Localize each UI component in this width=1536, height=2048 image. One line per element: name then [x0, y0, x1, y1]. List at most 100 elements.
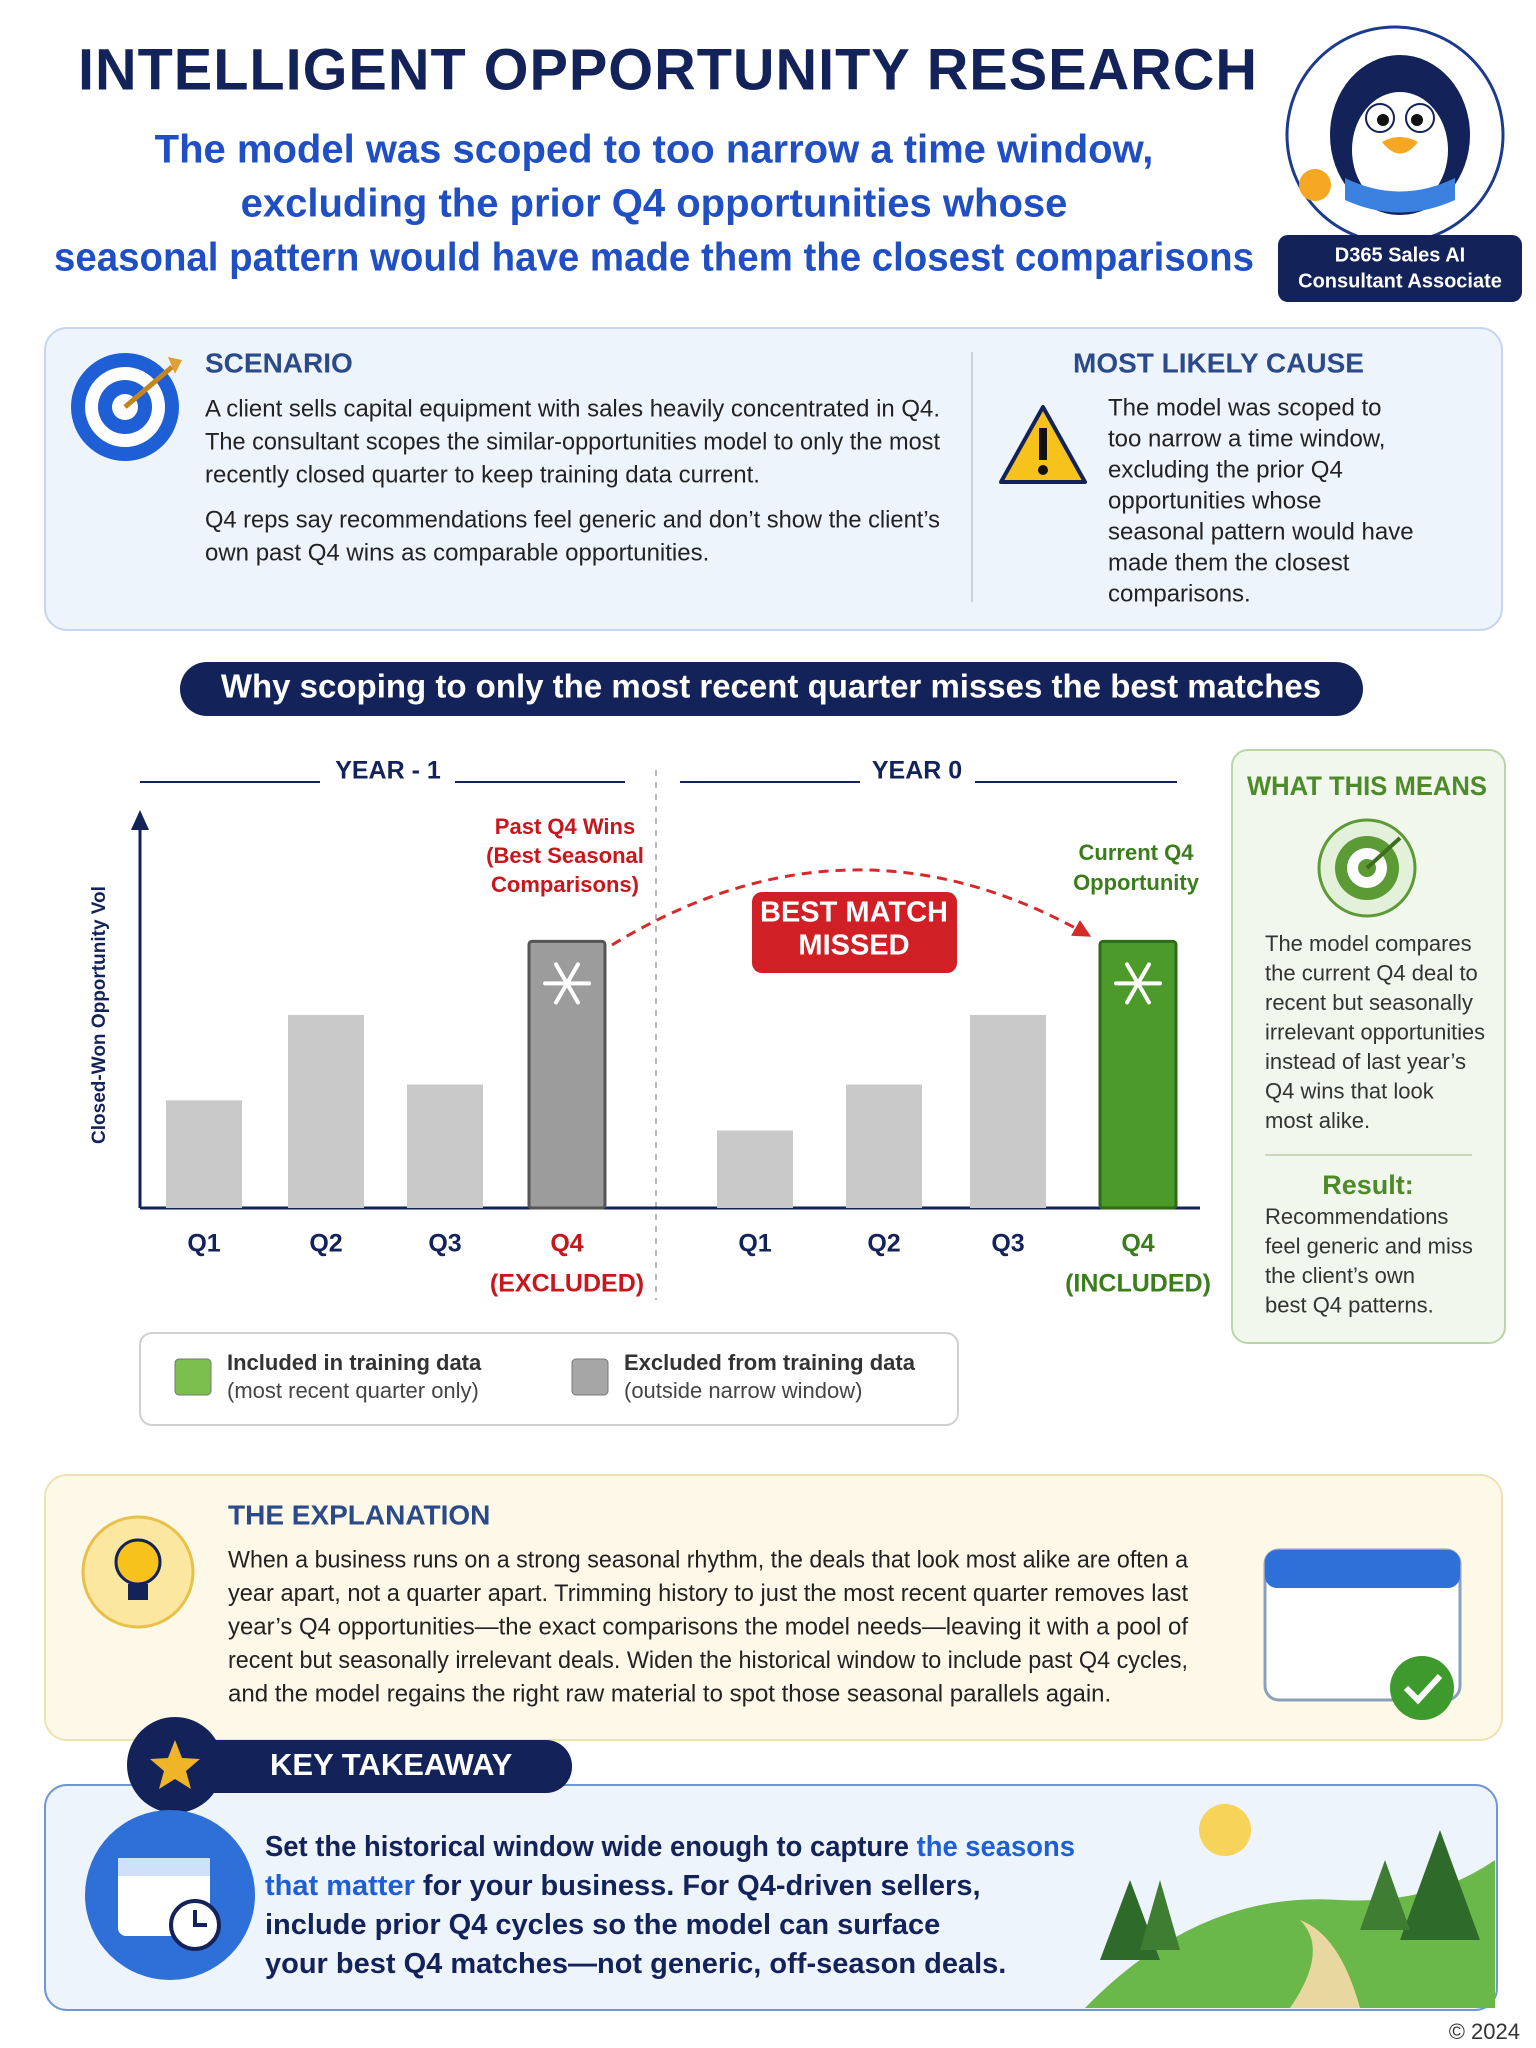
bar [288, 1014, 364, 1208]
bar [527, 939, 607, 1210]
body-text: year’s Q4 opportunities—the exact compar… [228, 1613, 1188, 1640]
subtitle: seasonal pattern would have made them th… [54, 236, 1254, 280]
group-label: YEAR 0 [872, 757, 962, 785]
calendar-icon-part [1390, 1656, 1454, 1720]
legend-detail: (most recent quarter only) [227, 1378, 479, 1403]
bulb-icon-part [128, 1584, 148, 1600]
body-text: year apart, not a quarter apart. Trimmin… [228, 1580, 1188, 1607]
bar [970, 1014, 1046, 1208]
annotation: Current Q4 [1079, 840, 1195, 865]
body-text: Q4 reps say recommendations feel generic… [205, 506, 940, 533]
bar [166, 1100, 242, 1208]
subtitle: excluding the prior Q4 opportunities who… [241, 182, 1068, 226]
meaning-panel [1231, 749, 1506, 1344]
body-text: recently closed quarter to keep training… [205, 461, 760, 488]
mascot [1285, 25, 1505, 245]
explanation-panel [44, 1474, 1503, 1741]
group-label: YEAR - 1 [335, 757, 441, 785]
body-text: best Q4 patterns. [1265, 1292, 1434, 1317]
takeaway-segment: your best Q4 matches—not generic, off-se… [265, 1948, 1006, 1980]
body-text: own past Q4 wins as comparable opportuni… [205, 539, 709, 566]
snowflake-arm [554, 962, 580, 1005]
calendar-icon-part [1403, 1673, 1443, 1705]
takeaway-segment: that matter [265, 1870, 415, 1902]
body-text: seasonal pattern would have [1108, 518, 1414, 545]
warning-icon [999, 405, 1087, 484]
x-tick-label: Q3 [428, 1230, 461, 1258]
body-text: The model was scoped to [1108, 394, 1381, 421]
x-tick-label: Q2 [309, 1230, 342, 1258]
landscape-part [1199, 1804, 1251, 1856]
body-text: Recommendations [1265, 1204, 1448, 1229]
subtitle: The model was scoped to too narrow a tim… [155, 128, 1154, 172]
legend-swatch [571, 1358, 609, 1396]
meaning-icon [1317, 818, 1417, 918]
body-text: When a business runs on a strong seasona… [228, 1546, 1189, 1573]
takeaway-line: include prior Q4 cycles so the model can… [265, 1909, 940, 1941]
scenario-panel [44, 327, 1503, 631]
snowflake [543, 962, 591, 1005]
calendar-icon-part [1265, 1550, 1460, 1588]
section-heading: SCENARIO [205, 347, 353, 378]
badge [1278, 235, 1522, 302]
mascot-part [1299, 169, 1331, 201]
chart-frame-part [752, 892, 957, 973]
takeaway-line: Set the historical window wide enough to… [265, 1831, 1075, 1863]
legend-label: Excluded from training data [624, 1350, 916, 1375]
banner-text: Why scoping to only the most recent quar… [221, 668, 1321, 705]
landscape-part [1360, 1860, 1410, 1930]
takeaway-segment: Set the historical window wide enough to… [265, 1831, 917, 1863]
section-heading: THE EXPLANATION [228, 1499, 490, 1530]
body-text: instead of last year’s [1265, 1049, 1466, 1074]
star-icon-part [150, 1740, 200, 1789]
body-text: recent but seasonally [1265, 990, 1473, 1015]
badge-text: D365 Sales AI [1335, 244, 1465, 266]
bar [846, 1084, 922, 1208]
body-text: excluding the prior Q4 [1108, 456, 1343, 483]
target-icon [71, 353, 182, 461]
category-note: (EXCLUDED) [490, 1270, 644, 1298]
warning-icon-part [1038, 465, 1048, 475]
calendar-icon [1263, 1548, 1462, 1720]
snowflake [1114, 962, 1162, 1005]
chart-frame-part [131, 810, 149, 830]
meaning-icon-part [1365, 836, 1402, 870]
takeaway-segment: the seasons [917, 1831, 1075, 1863]
body-text: feel generic and miss [1265, 1233, 1473, 1258]
x-tick-label: Q4 [1121, 1230, 1154, 1258]
takeaway-segment: for your business. For Q4-driven sellers… [415, 1870, 981, 1902]
annotation: Opportunity [1073, 870, 1200, 895]
takeaway-heading: KEY TAKEAWAY [270, 1747, 513, 1782]
badge-text: Consultant Associate [1298, 270, 1502, 292]
x-tick-label: Q1 [738, 1230, 771, 1258]
chart-frame [131, 770, 1200, 1300]
mascot-part [1411, 114, 1423, 126]
body-text: opportunities whose [1108, 487, 1321, 514]
body-text: Q4 wins that look [1265, 1078, 1435, 1103]
annotation: Past Q4 Wins [495, 814, 635, 839]
title: INTELLIGENT OPPORTUNITY RESEARCH [78, 37, 1258, 102]
footer: © 2024 [1449, 2019, 1520, 2044]
takeaway-segment: include prior Q4 cycles so the model can… [265, 1909, 940, 1941]
body-text: irrelevant opportunities [1265, 1019, 1485, 1044]
section-heading: WHAT THIS MEANS [1247, 771, 1487, 801]
landscape-part [1400, 1830, 1480, 1940]
calendar-clock-icon [85, 1810, 255, 1980]
annotation: (Best Seasonal [486, 843, 644, 868]
body-text: The consultant scopes the similar-opport… [205, 428, 940, 455]
takeaway-line: that matter for your business. For Q4-dr… [265, 1870, 981, 1902]
bar [407, 1084, 483, 1208]
takeaway-line: your best Q4 matches—not generic, off-se… [265, 1948, 1006, 1980]
legend-swatch [174, 1358, 212, 1396]
star-icon [127, 1717, 223, 1813]
body-text: recent but seasonally irrelevant deals. … [228, 1647, 1188, 1674]
takeaway-pill [175, 1740, 572, 1793]
legend-label: Included in training data [227, 1350, 482, 1375]
body-text: and the model regains the right raw mate… [228, 1680, 1111, 1707]
body-text: comparisons. [1108, 580, 1251, 607]
missed-label: BEST MATCH [760, 897, 948, 929]
calendar-clock-icon-part [193, 1910, 207, 1927]
x-tick-label: Q4 [550, 1230, 583, 1258]
